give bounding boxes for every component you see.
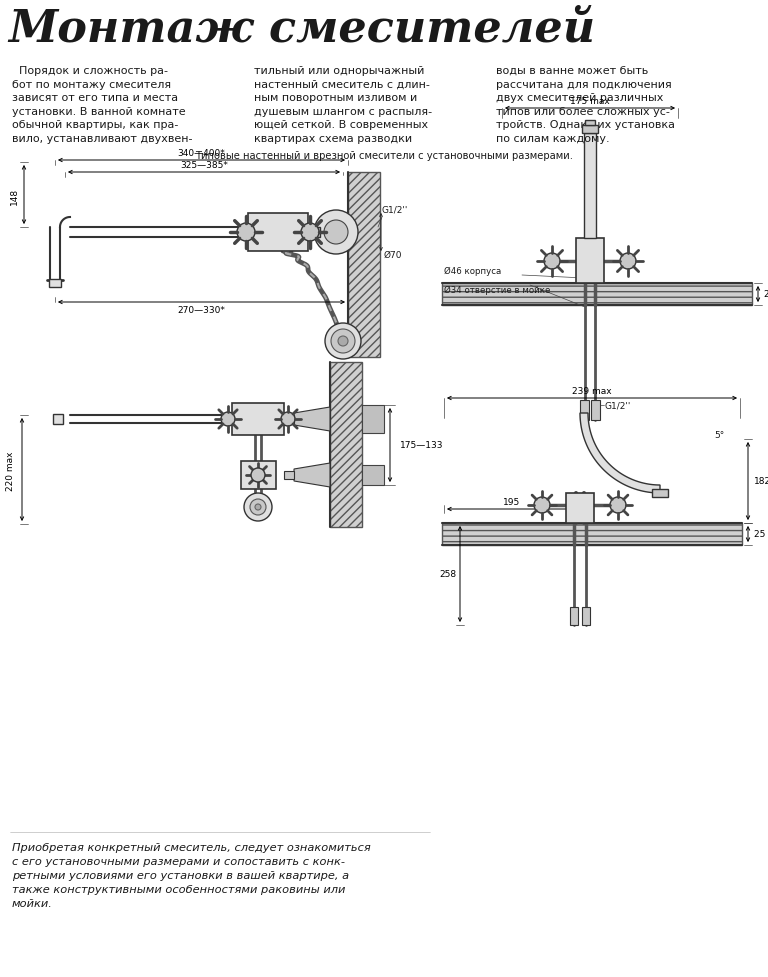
Bar	[580, 401, 589, 420]
Text: 175—133: 175—133	[400, 441, 443, 450]
Circle shape	[221, 412, 235, 427]
Circle shape	[534, 497, 550, 514]
Text: 182: 182	[754, 477, 768, 486]
Text: Порядок и сложность ра-
бот по монтажу смесителя
зависят от его типа и места
уст: Порядок и сложность ра- бот по монтажу с…	[12, 65, 193, 144]
Circle shape	[325, 323, 361, 360]
Bar	[582, 608, 590, 625]
Text: 25 max: 25 max	[754, 530, 768, 539]
Circle shape	[331, 329, 355, 354]
Bar	[442, 283, 752, 306]
Text: Типовые настенный и врезной смесители с установочными размерами.: Типовые настенный и врезной смесители с …	[195, 150, 573, 161]
Bar	[248, 214, 308, 252]
Bar	[330, 362, 362, 528]
Bar	[241, 461, 276, 489]
Text: G1/2'': G1/2''	[605, 402, 631, 410]
Text: Приобретая конкретный смеситель, следует ознакомиться
с его установочными размер: Приобретая конкретный смеситель, следует…	[12, 842, 371, 908]
Text: G1/2'': G1/2''	[382, 206, 409, 215]
Text: 175 max: 175 max	[570, 97, 610, 106]
Text: Ø46 корпуса: Ø46 корпуса	[444, 267, 502, 276]
Bar	[566, 493, 594, 524]
Circle shape	[544, 254, 560, 270]
Bar	[348, 173, 380, 358]
Text: тильный или однорычажный
настенный смеситель с длин-
ным поворотным изливом и
ду: тильный или однорычажный настенный смеси…	[254, 65, 432, 144]
Bar	[442, 524, 742, 545]
Circle shape	[251, 469, 265, 483]
Text: 258: 258	[439, 570, 456, 579]
Circle shape	[281, 412, 295, 427]
Text: Ø70: Ø70	[384, 251, 402, 260]
Text: 270—330*: 270—330*	[177, 306, 225, 315]
Circle shape	[620, 254, 636, 270]
Text: 5°: 5°	[714, 431, 724, 440]
Circle shape	[255, 504, 261, 510]
Circle shape	[244, 493, 272, 522]
Text: 148: 148	[9, 188, 18, 204]
Circle shape	[301, 224, 319, 241]
Bar	[232, 404, 284, 436]
Circle shape	[314, 211, 358, 255]
Bar	[53, 414, 63, 425]
Bar	[584, 134, 596, 238]
Text: 239 max: 239 max	[572, 387, 612, 396]
Bar	[576, 238, 604, 283]
Bar	[49, 279, 61, 287]
Bar	[570, 608, 578, 625]
Text: Ø34 отверстие в мойке: Ø34 отверстие в мойке	[444, 285, 551, 295]
Polygon shape	[294, 407, 330, 432]
Circle shape	[610, 497, 626, 514]
Text: 25 max: 25 max	[764, 290, 768, 299]
Text: 195: 195	[503, 497, 521, 506]
Polygon shape	[320, 218, 348, 248]
Circle shape	[338, 337, 348, 347]
Text: Монтаж смесителей: Монтаж смесителей	[8, 8, 595, 51]
Text: 325—385*: 325—385*	[180, 161, 228, 170]
Bar	[308, 228, 320, 237]
Bar	[284, 472, 294, 480]
Bar	[652, 489, 668, 497]
Bar	[284, 415, 294, 424]
Bar	[582, 126, 598, 134]
Text: воды в ванне может быть
рассчитана для подключения
двух смесителей различных
тип: воды в ванне может быть рассчитана для п…	[496, 65, 675, 144]
Text: 340—400*: 340—400*	[177, 149, 225, 158]
Bar	[362, 465, 384, 486]
Text: 220 max: 220 max	[5, 450, 15, 490]
Circle shape	[324, 221, 348, 245]
Bar	[591, 401, 600, 420]
Bar	[585, 121, 595, 126]
Polygon shape	[580, 413, 660, 493]
Circle shape	[250, 499, 266, 516]
Polygon shape	[294, 463, 330, 488]
Bar	[362, 405, 384, 434]
Circle shape	[237, 224, 255, 241]
